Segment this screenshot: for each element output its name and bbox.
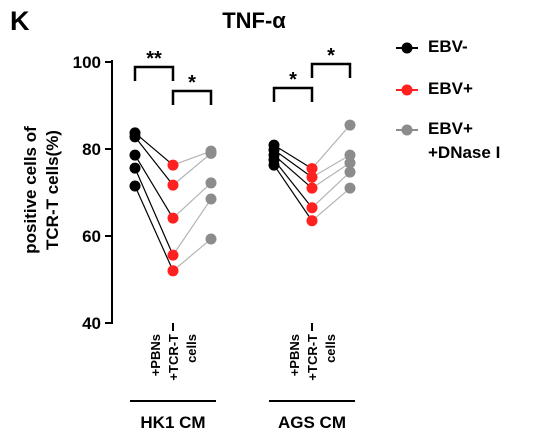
legend-label: EBV+ +DNase I [428,119,501,162]
dot [167,179,179,191]
dot [205,233,217,245]
pair-line [134,167,174,256]
sig-label: ** [146,48,162,70]
dot [344,149,356,161]
pair-line [172,182,212,219]
pair-line [134,136,174,186]
pair-line [273,149,313,178]
sig-label: * [188,72,196,94]
dot [167,249,179,261]
pair-line [172,238,212,272]
x-tick-label: +PBNs [148,334,163,376]
dot [129,149,141,161]
legend-dot [401,124,413,136]
legend-dot [401,42,413,54]
dot [344,157,356,169]
group-label: HK1 CM [140,413,205,432]
sig-bracket [272,86,314,102]
x-tick-label: +TCR-T [166,334,181,381]
sig-bracket [310,62,352,78]
dot [344,119,356,131]
legend-dot [401,84,413,96]
dot [167,159,179,171]
y-tick-label: 40 [82,314,101,333]
dot [205,177,217,189]
dot [268,159,280,171]
pair-line [134,185,174,272]
pair-line [311,187,351,222]
dot [129,162,141,174]
sig-label: * [327,45,335,67]
group-label: AGS CM [278,413,346,432]
legend-label: EBV- [428,37,468,56]
legend-label: EBV+ [428,79,473,98]
pair-line [311,124,351,169]
y-tick-label: 60 [82,227,101,246]
pair-line [172,152,212,186]
pair-line [273,159,313,209]
dot [306,171,318,183]
dot [205,147,217,159]
dot [306,163,318,175]
pair-line [134,154,174,219]
sig-bracket [171,89,213,105]
dot [129,131,141,143]
dot [306,202,318,214]
sig-bracket [133,65,175,81]
sig-label: * [289,69,297,91]
y-tick-label: 80 [82,140,101,159]
y-axis-label: TCR-T cells(%) [43,130,62,250]
dot [344,166,356,178]
dot [129,180,141,192]
x-tick-label: +TCR-T [305,334,320,381]
chart-title: TNF-α [222,8,286,33]
pair-line [134,132,174,166]
dot [167,212,179,224]
pair-line [273,144,313,170]
pair-line [273,154,313,189]
pair-line [273,164,313,222]
y-tick-label: 100 [73,53,101,72]
pair-line [172,198,212,256]
x-tick-label: cells [184,334,199,363]
x-tick-label: cells [323,334,338,363]
dot [167,265,179,277]
pair-line [311,154,351,178]
pair-line [172,150,212,166]
dot [306,215,318,227]
pair-line [311,162,351,189]
dot [205,193,217,205]
panel-label: K [10,6,30,36]
dot [344,182,356,194]
dot [306,182,318,194]
x-tick-label: +PBNs [287,334,302,376]
y-axis-label: positive cells of [21,126,40,254]
pair-line [311,171,351,209]
